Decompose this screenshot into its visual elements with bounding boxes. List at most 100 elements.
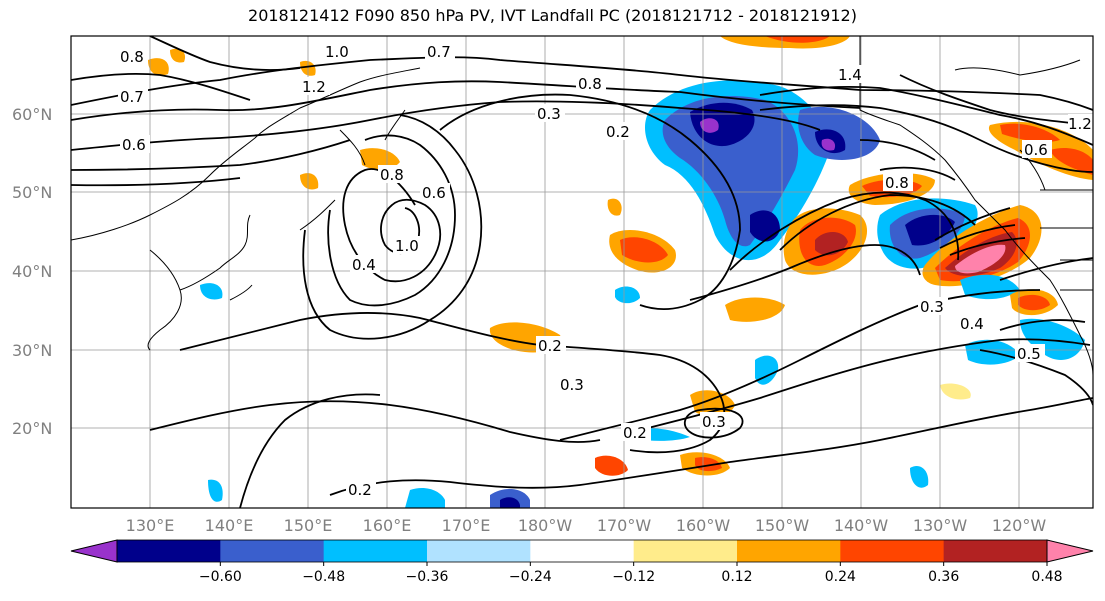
contour-label: 0.8: [380, 166, 404, 184]
pv-shading: [148, 36, 1093, 508]
colorbar-tick-label: 0.36: [928, 569, 959, 585]
colorbar-tick-label: 0.12: [721, 569, 752, 585]
neg-anomaly-region: [405, 488, 445, 508]
lon-label: 150°W: [755, 516, 810, 535]
contour-label: 0.4: [960, 315, 984, 333]
colorbar-tick-label: −0.24: [509, 569, 552, 585]
pos-anomaly-region: [300, 173, 319, 190]
pos-anomaly-core: [1018, 294, 1050, 311]
neg-anomaly-core: [750, 210, 780, 242]
latitude-labels: 60°N 50°N 40°N 30°N 20°N: [12, 105, 52, 438]
contour-label: 0.8: [578, 75, 602, 93]
neg-anomaly-core: [500, 497, 520, 508]
colorbar: −0.60 −0.48 −0.36 −0.24 −0.12 0.12 0.24 0.36 0.4…: [70, 539, 1094, 585]
lon-label: 180°W: [518, 516, 573, 535]
contour-label: 0.2: [538, 337, 562, 355]
neg-anomaly-region: [200, 283, 223, 300]
colorbar-tick-label: 0.24: [825, 569, 856, 585]
contour-label: 1.0: [325, 43, 349, 61]
neg-anomaly-region: [755, 355, 779, 385]
neg-anomaly-region: [615, 286, 640, 304]
contour-label: 1.2: [302, 78, 326, 96]
colorbar-box: [737, 540, 841, 562]
neg-anomaly-core: [905, 214, 955, 246]
contour-label: 0.6: [422, 184, 446, 202]
contour-labels: 0.8 1.0 0.7 1.2 0.7 0.6 0.8 0.3 0.2 1.4 …: [118, 42, 1093, 499]
neg-anomaly-core: [700, 118, 719, 133]
contour-label: 0.4: [352, 256, 376, 274]
contour-label: 0.3: [702, 413, 726, 431]
contour-label: 0.6: [1024, 141, 1048, 159]
map-border: [70, 35, 1094, 509]
pos-anomaly-core: [620, 237, 668, 263]
contour-label: 0.5: [1017, 345, 1041, 363]
colorbar-box: [220, 540, 325, 562]
lon-label: 140°W: [834, 516, 889, 535]
lon-label: 170°E: [442, 516, 491, 535]
lat-label: 60°N: [12, 105, 52, 124]
contour-label: 1.4: [838, 66, 862, 84]
contour-label: 0.3: [537, 105, 561, 123]
colorbar-frame: [116, 539, 1048, 563]
colorbar-extend-min: [70, 539, 118, 563]
lon-label: 130°E: [126, 516, 175, 535]
neg-anomaly-region: [960, 274, 1020, 300]
lon-label: 130°W: [913, 516, 968, 535]
colorbar-tick-label: −0.12: [612, 569, 655, 585]
pos-anomaly-core: [955, 244, 1006, 274]
colorbar-box: [633, 540, 738, 562]
contour-label: 0.2: [606, 123, 630, 141]
contour-label: 0.6: [122, 136, 146, 154]
pv-contours: [71, 36, 1093, 508]
lon-label: 140°E: [205, 516, 254, 535]
contour-label: 0.7: [120, 88, 144, 106]
lat-label: 50°N: [12, 183, 52, 202]
colorbar-tick-label: 0.48: [1031, 569, 1062, 585]
lon-label: 150°E: [284, 516, 333, 535]
colorbar-tick-label: −0.36: [406, 569, 449, 585]
contour-label: 0.3: [560, 376, 584, 394]
neg-anomaly-region: [662, 96, 799, 247]
pos-anomaly-core: [765, 36, 830, 43]
contour-label: 0.7: [427, 43, 451, 61]
lon-label: 170°W: [597, 516, 652, 535]
colorbar-tick-label: −0.60: [199, 569, 242, 585]
colorbar-box: [530, 540, 635, 562]
contour-label: 0.8: [885, 174, 909, 192]
colorbar-tick-label: −0.48: [302, 569, 345, 585]
contour-label: 0.2: [348, 481, 372, 499]
lon-label: 160°E: [363, 516, 412, 535]
lat-label: 30°N: [12, 341, 52, 360]
lon-label: 160°W: [676, 516, 731, 535]
colorbar-box: [943, 540, 1048, 562]
pos-anomaly-region: [940, 383, 971, 400]
pos-anomaly-region: [148, 58, 169, 76]
pos-anomaly-core: [595, 455, 628, 476]
pos-anomaly-core: [1000, 123, 1060, 143]
lon-label: 120°W: [992, 516, 1047, 535]
pos-anomaly-region: [170, 48, 186, 63]
pos-anomaly-region: [607, 198, 622, 216]
neg-anomaly-region: [208, 479, 223, 502]
lat-label: 40°N: [12, 262, 52, 281]
colorbar-box: [117, 540, 221, 562]
contour-label: 0.2: [623, 424, 647, 442]
contour-label: 1.2: [1068, 115, 1092, 133]
map-title: 2018121412 F090 850 hPa PV, IVT Landfall…: [248, 6, 857, 25]
contour-label: 0.3: [920, 298, 944, 316]
neg-anomaly-core: [821, 138, 836, 151]
neg-anomaly-region: [910, 465, 929, 488]
colorbar-extend-max: [1046, 539, 1094, 563]
colorbar-box: [323, 540, 428, 562]
contour-label: 0.8: [120, 48, 144, 66]
pos-anomaly-core: [695, 457, 722, 472]
pos-anomaly-region: [360, 148, 400, 170]
pos-anomaly-region: [725, 297, 785, 322]
colorbar-box: [840, 540, 945, 562]
pos-anomaly-core: [1050, 148, 1093, 175]
colorbar-box: [427, 540, 531, 562]
longitude-labels: 130°E 140°E 150°E 160°E 170°E 180°W 170°…: [126, 516, 1047, 535]
contour-label: 1.0: [395, 237, 419, 255]
lat-label: 20°N: [12, 419, 52, 438]
